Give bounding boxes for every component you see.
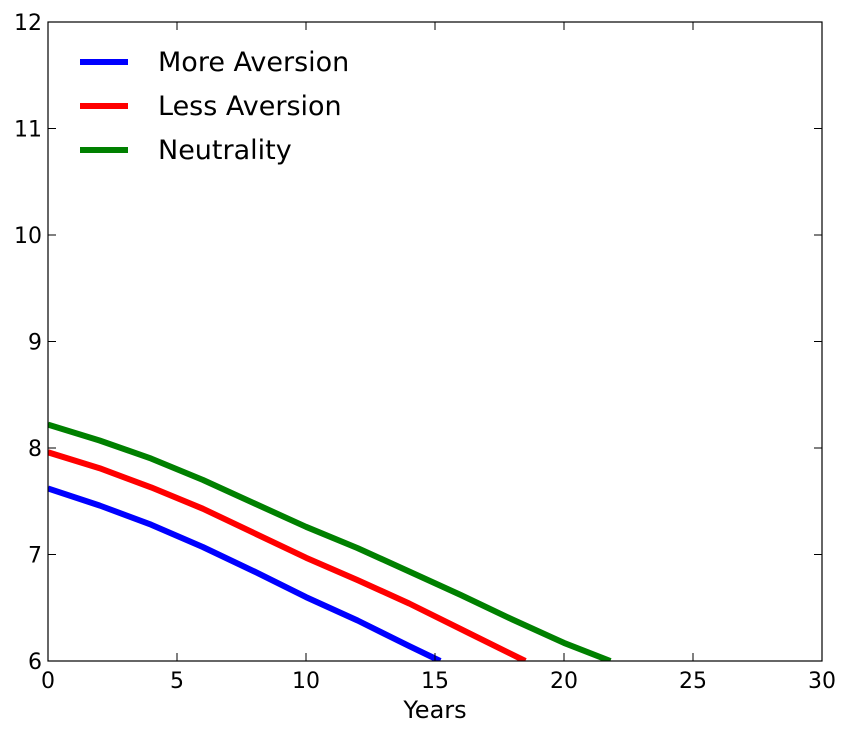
- y-tick-label: 9: [28, 331, 42, 356]
- x-tick-label: 15: [421, 669, 449, 694]
- legend-label-3: Neutrality: [158, 135, 292, 166]
- y-tick-label: 8: [28, 437, 42, 462]
- x-tick-label: 10: [292, 669, 320, 694]
- x-tick-label: 25: [679, 669, 707, 694]
- y-tick-label: 6: [28, 650, 42, 675]
- series-line-1: [48, 485, 442, 661]
- series-line-3: [48, 421, 612, 661]
- y-tick-label: 7: [28, 544, 42, 569]
- legend-label-1: More Aversion: [158, 47, 349, 78]
- x-tick-label: 0: [41, 669, 55, 694]
- x-tick-label: 5: [170, 669, 184, 694]
- plot-area: [48, 22, 822, 661]
- x-tick-label: 20: [550, 669, 578, 694]
- legend: More Aversion Less Aversion Neutrality: [80, 47, 349, 166]
- y-tick-label: 12: [14, 11, 42, 36]
- y-tick-label: 10: [14, 224, 42, 249]
- axes-layer: 0 5 10 15 20 25 30 6 7 8 9 10 11 12: [14, 11, 836, 694]
- plot-background: [48, 22, 822, 661]
- series-layer: [48, 421, 612, 661]
- x-axis-label: Years: [402, 696, 466, 724]
- series-line-2: [48, 449, 527, 661]
- x-tick-label: 30: [808, 669, 836, 694]
- y-tick-label: 11: [14, 118, 42, 143]
- legend-label-2: Less Aversion: [158, 91, 342, 122]
